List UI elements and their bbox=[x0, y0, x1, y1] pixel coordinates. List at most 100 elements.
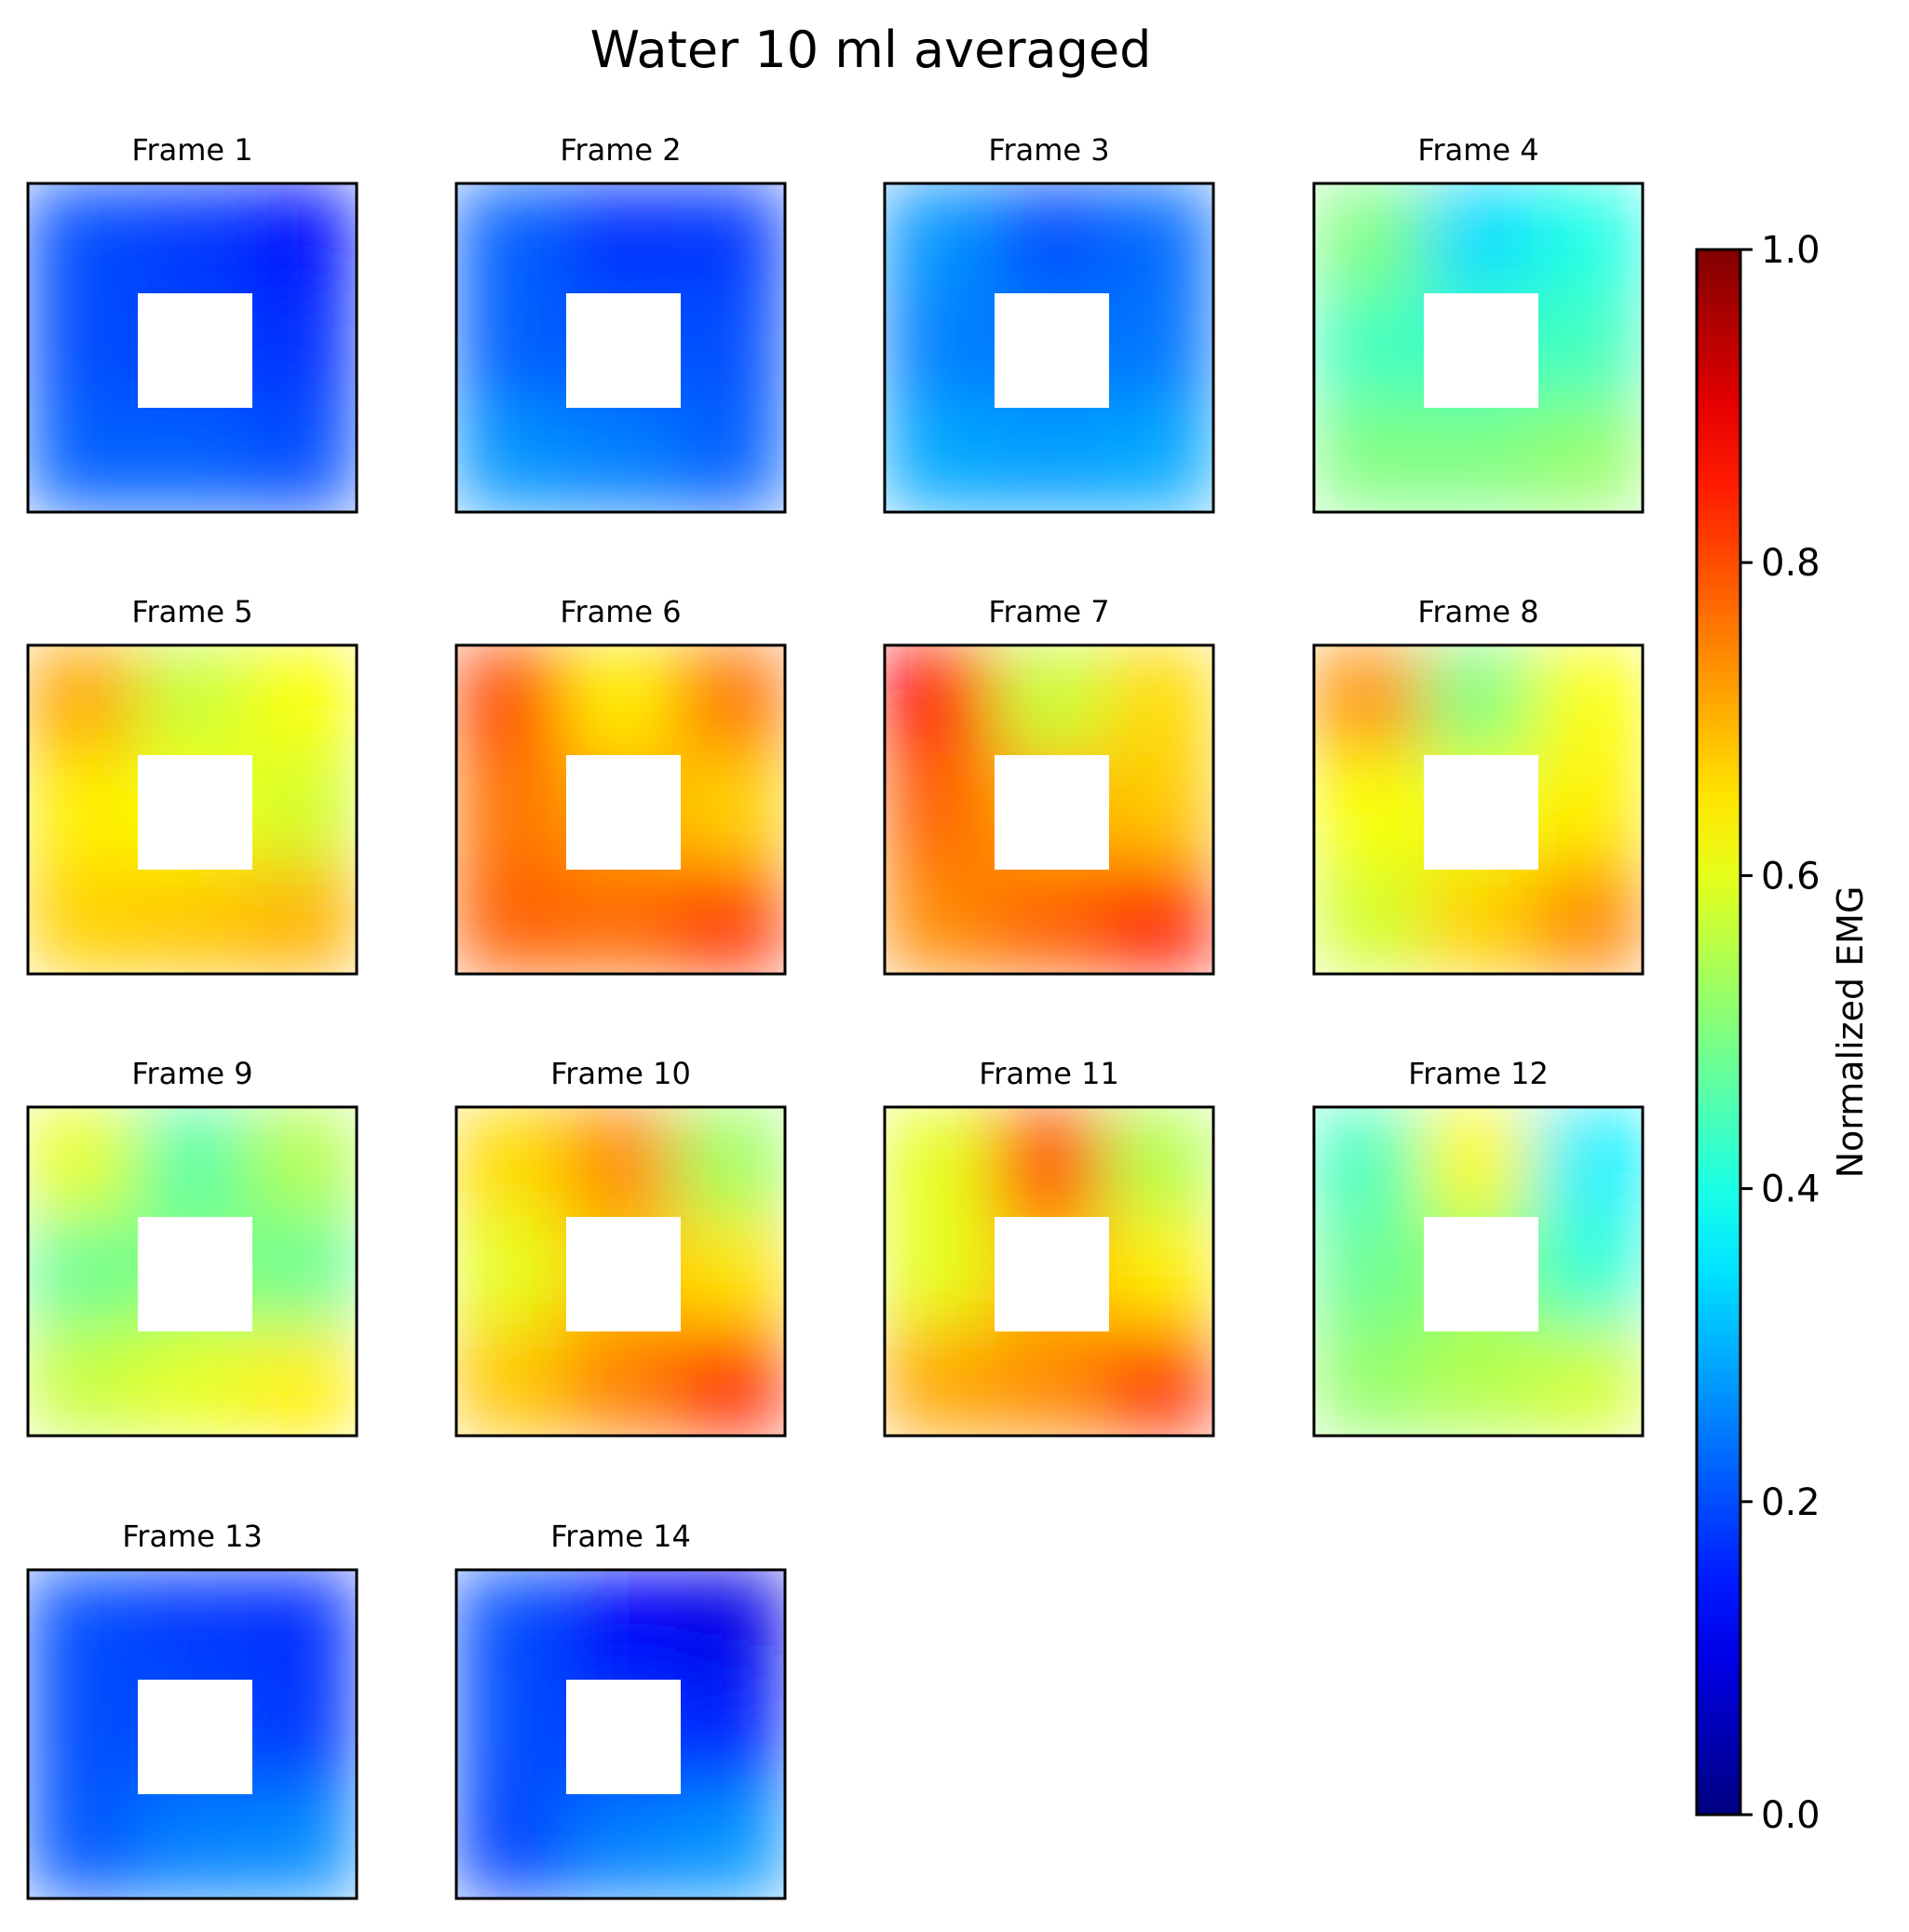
frame-center-gap bbox=[1424, 293, 1538, 408]
heat-cell bbox=[564, 1788, 677, 1898]
frame-border bbox=[883, 643, 1215, 976]
colorbar-gradient bbox=[1697, 250, 1740, 1815]
frame-11: Frame 11 bbox=[883, 1056, 1215, 1438]
frame-13: Frame 13 bbox=[26, 1519, 359, 1900]
heat-cell bbox=[564, 183, 677, 294]
heat-cell bbox=[28, 1325, 139, 1436]
heat-cell bbox=[28, 753, 139, 866]
frame-title: Frame 7 bbox=[988, 594, 1109, 629]
heat-cell bbox=[1314, 401, 1425, 512]
heat-cell bbox=[246, 401, 357, 512]
frame-border bbox=[26, 182, 359, 514]
frame-5: Frame 5 bbox=[26, 594, 359, 976]
frame-title: Frame 9 bbox=[131, 1056, 252, 1091]
heat-cell bbox=[1314, 1325, 1425, 1436]
heat-cell bbox=[1532, 1215, 1643, 1328]
heat-cell bbox=[1314, 753, 1425, 866]
heat-cell bbox=[1314, 863, 1425, 974]
heat-cell bbox=[1422, 1325, 1535, 1436]
heat-cell bbox=[246, 291, 357, 404]
heat-cell bbox=[1103, 1325, 1213, 1436]
heat-cell bbox=[136, 1107, 249, 1218]
heat-cell bbox=[28, 863, 139, 974]
heat-cell bbox=[1422, 401, 1535, 512]
frame-title: Frame 6 bbox=[560, 594, 681, 629]
heat-cell bbox=[1532, 401, 1643, 512]
heat-cell bbox=[456, 1107, 567, 1218]
heat-cell bbox=[456, 1325, 567, 1436]
heat-cell bbox=[674, 1325, 785, 1436]
heat-cell bbox=[136, 183, 249, 294]
heat-cell bbox=[28, 1215, 139, 1328]
colorbar-tick-label: 1.0 bbox=[1761, 229, 1821, 272]
frame-7: Frame 7 bbox=[883, 594, 1215, 976]
heat-cell bbox=[674, 1788, 785, 1898]
heat-cell bbox=[456, 863, 567, 974]
heat-cell bbox=[1422, 645, 1535, 756]
frame-border bbox=[883, 1105, 1215, 1438]
frame-center-gap bbox=[995, 755, 1109, 870]
heat-cell bbox=[456, 645, 567, 756]
frame-4: Frame 4 bbox=[1312, 132, 1645, 514]
heat-cell bbox=[674, 645, 785, 756]
heat-cell bbox=[1103, 401, 1213, 512]
frame-title: Frame 14 bbox=[550, 1519, 691, 1554]
frame-12: Frame 12 bbox=[1312, 1056, 1645, 1438]
colorbar-label: Normalized EMG bbox=[1830, 886, 1871, 1179]
heat-cell bbox=[674, 291, 785, 404]
heat-cell bbox=[456, 401, 567, 512]
heat-cell bbox=[1314, 291, 1425, 404]
heat-cell bbox=[456, 183, 567, 294]
heat-cell bbox=[993, 183, 1105, 294]
frame-center-gap bbox=[1424, 755, 1538, 870]
frame-8: Frame 8 bbox=[1312, 594, 1645, 976]
heat-cell bbox=[1314, 645, 1425, 756]
heat-cell bbox=[1103, 863, 1213, 974]
heat-cell bbox=[28, 291, 139, 404]
heat-cell bbox=[28, 1570, 139, 1681]
heat-cell bbox=[246, 1570, 357, 1681]
frame-center-gap bbox=[566, 1217, 681, 1331]
heat-cell bbox=[28, 401, 139, 512]
heat-cell bbox=[674, 1215, 785, 1328]
colorbar-tick-label: 0.4 bbox=[1761, 1169, 1821, 1211]
heat-cell bbox=[674, 863, 785, 974]
heat-cell bbox=[885, 863, 995, 974]
heat-cell bbox=[993, 645, 1105, 756]
heat-cell bbox=[993, 863, 1105, 974]
heat-cell bbox=[564, 1570, 677, 1681]
heat-cell bbox=[885, 291, 995, 404]
frame-title: Frame 10 bbox=[550, 1056, 691, 1091]
heat-cell bbox=[456, 1788, 567, 1898]
heat-cell bbox=[993, 1107, 1105, 1218]
frame-center-gap bbox=[995, 1217, 1109, 1331]
frame-10: Frame 10 bbox=[454, 1056, 787, 1438]
frame-center-gap bbox=[566, 755, 681, 870]
heatmap-frames: Frame 1 Frame 2 Frame 3 Frame 4 Frame 5 Frame… bbox=[26, 132, 1645, 1900]
frame-title: Frame 4 bbox=[1417, 132, 1538, 168]
frame-heat-cells bbox=[28, 645, 357, 974]
heat-cell bbox=[136, 401, 249, 512]
frame-6: Frame 6 bbox=[454, 594, 787, 976]
heat-cell bbox=[1532, 1325, 1643, 1436]
heat-cell bbox=[456, 1570, 567, 1681]
frame-title: Frame 13 bbox=[122, 1519, 263, 1554]
heat-cell bbox=[1314, 1215, 1425, 1328]
colorbar-tick-label: 0.6 bbox=[1761, 855, 1821, 898]
heat-cell bbox=[564, 645, 677, 756]
colorbar: 0.0 0.2 0.4 0.6 0.8 1.0 Normalized EMG bbox=[1695, 229, 1871, 1837]
heat-cell bbox=[564, 401, 677, 512]
frame-title: Frame 2 bbox=[560, 132, 681, 168]
heat-cell bbox=[1103, 1215, 1213, 1328]
heat-cell bbox=[246, 1215, 357, 1328]
heat-cell bbox=[1532, 183, 1643, 294]
frame-center-gap bbox=[138, 293, 252, 408]
heat-cell bbox=[1532, 645, 1643, 756]
heat-cell bbox=[456, 1215, 567, 1328]
heat-cell bbox=[246, 1678, 357, 1790]
heat-cell bbox=[28, 1788, 139, 1898]
heat-cell bbox=[993, 1325, 1105, 1436]
frame-9: Frame 9 bbox=[26, 1056, 359, 1438]
frame-heat-cells bbox=[456, 645, 785, 974]
